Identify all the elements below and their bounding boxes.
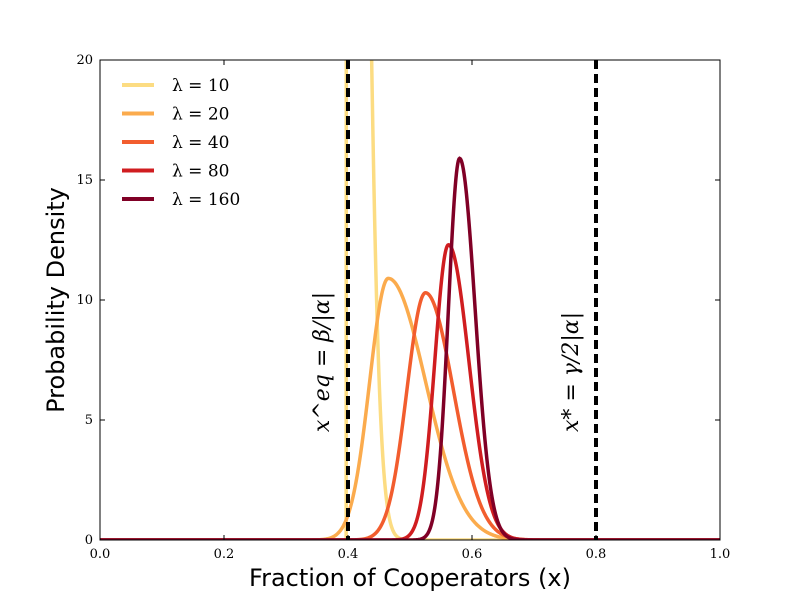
x-tick-label: 0.6 [462, 547, 483, 562]
x-axis-title: Fraction of Cooperators (x) [249, 564, 571, 592]
x-tick-label: 0.8 [586, 547, 607, 562]
x-tick-label: 0.0 [90, 547, 111, 562]
reference-lines [346, 60, 598, 540]
legend-label: λ = 80 [172, 162, 229, 182]
reference-label-1: x^eq = β/|α| [310, 292, 335, 432]
legend-label: λ = 40 [172, 133, 229, 153]
legend-label: λ = 20 [172, 105, 229, 125]
x-tick-label: 0.4 [338, 547, 359, 562]
legend-label: λ = 10 [172, 76, 229, 96]
y-tick-label: 10 [76, 293, 93, 308]
series-line-4 [100, 242, 720, 540]
x-tick-label: 1.0 [710, 547, 731, 562]
plot-frame [99, 59, 721, 541]
y-tick-label: 0 [85, 533, 93, 548]
annotations: x^eq = β/|α| x* = γ/2|α| [310, 292, 584, 432]
y-tick-label: 20 [76, 53, 93, 68]
legend-label: λ = 160 [172, 190, 240, 210]
y-tick-label: 5 [85, 413, 93, 428]
y-tick-label: 15 [76, 173, 93, 188]
series-line-2 [100, 276, 720, 540]
reference-label-2: x* = γ/2|α| [559, 312, 584, 432]
legend: λ = 10 λ = 20 λ = 40 λ = 80 λ = 160 [122, 76, 240, 210]
series-line-5 [100, 156, 720, 540]
y-axis-title: Probability Density [42, 187, 70, 413]
axis-ticks: 0.0 0.2 0.4 0.6 0.8 1.0 0 5 10 15 20 [76, 53, 730, 562]
x-tick-label: 0.2 [214, 547, 235, 562]
series-line-3 [100, 291, 720, 540]
